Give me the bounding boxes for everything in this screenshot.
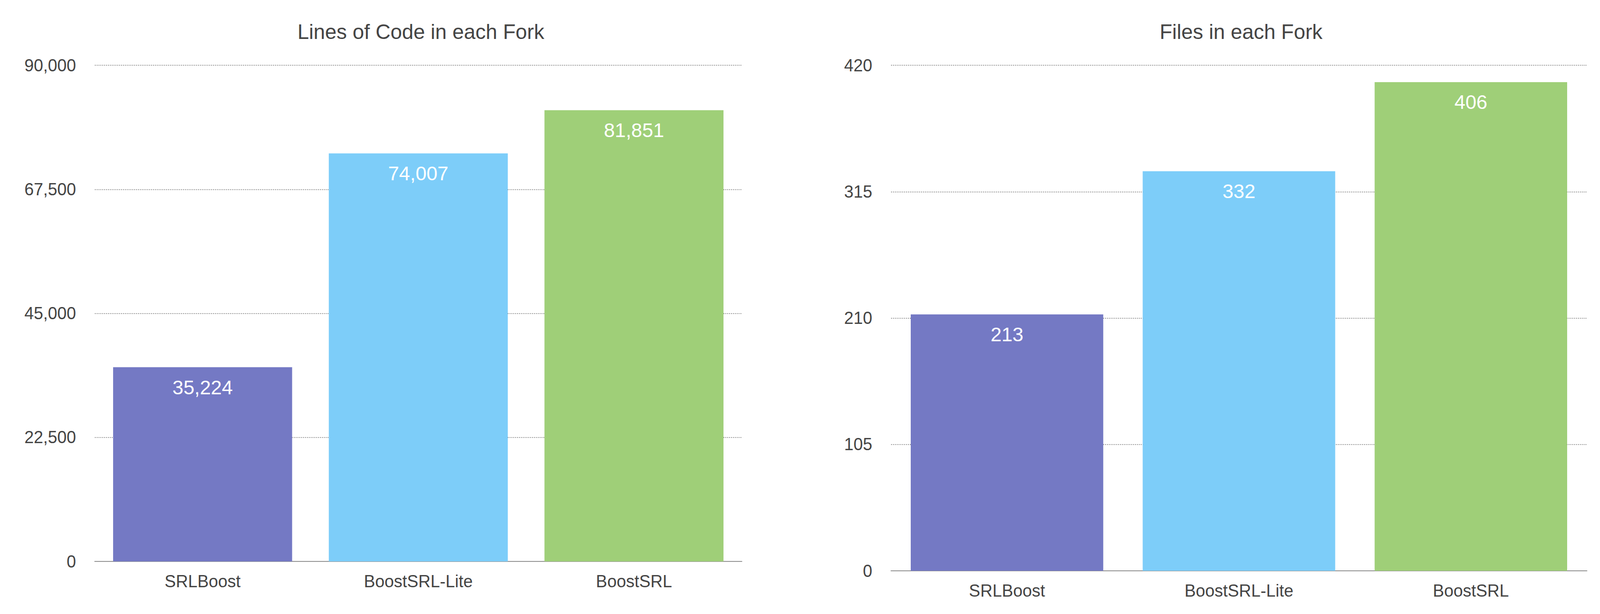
svg-text:81,851: 81,851 bbox=[603, 119, 664, 142]
svg-text:213: 213 bbox=[990, 323, 1024, 346]
svg-text:0: 0 bbox=[862, 561, 873, 581]
svg-text:22,500: 22,500 bbox=[24, 427, 77, 447]
svg-text:67,500: 67,500 bbox=[24, 179, 77, 199]
svg-text:BoostSRL: BoostSRL bbox=[1432, 580, 1509, 601]
svg-text:Files in each Fork: Files in each Fork bbox=[1159, 20, 1323, 44]
svg-text:420: 420 bbox=[844, 55, 873, 76]
svg-text:35,224: 35,224 bbox=[172, 376, 233, 399]
svg-text:315: 315 bbox=[844, 182, 873, 202]
svg-text:210: 210 bbox=[844, 308, 873, 328]
svg-text:45,000: 45,000 bbox=[24, 303, 77, 323]
svg-text:0: 0 bbox=[66, 551, 77, 572]
svg-text:BoostSRL: BoostSRL bbox=[595, 571, 672, 591]
svg-text:SRLBoost: SRLBoost bbox=[164, 571, 241, 591]
svg-text:105: 105 bbox=[844, 434, 873, 454]
svg-text:BoostSRL-Lite: BoostSRL-Lite bbox=[1184, 580, 1294, 601]
svg-text:406: 406 bbox=[1454, 91, 1488, 114]
svg-text:90,000: 90,000 bbox=[24, 55, 77, 76]
svg-text:74,007: 74,007 bbox=[388, 162, 449, 185]
svg-text:Lines of Code in each Fork: Lines of Code in each Fork bbox=[297, 20, 545, 44]
svg-text:SRLBoost: SRLBoost bbox=[968, 580, 1045, 601]
svg-text:BoostSRL-Lite: BoostSRL-Lite bbox=[363, 571, 473, 591]
svg-text:332: 332 bbox=[1222, 180, 1256, 203]
